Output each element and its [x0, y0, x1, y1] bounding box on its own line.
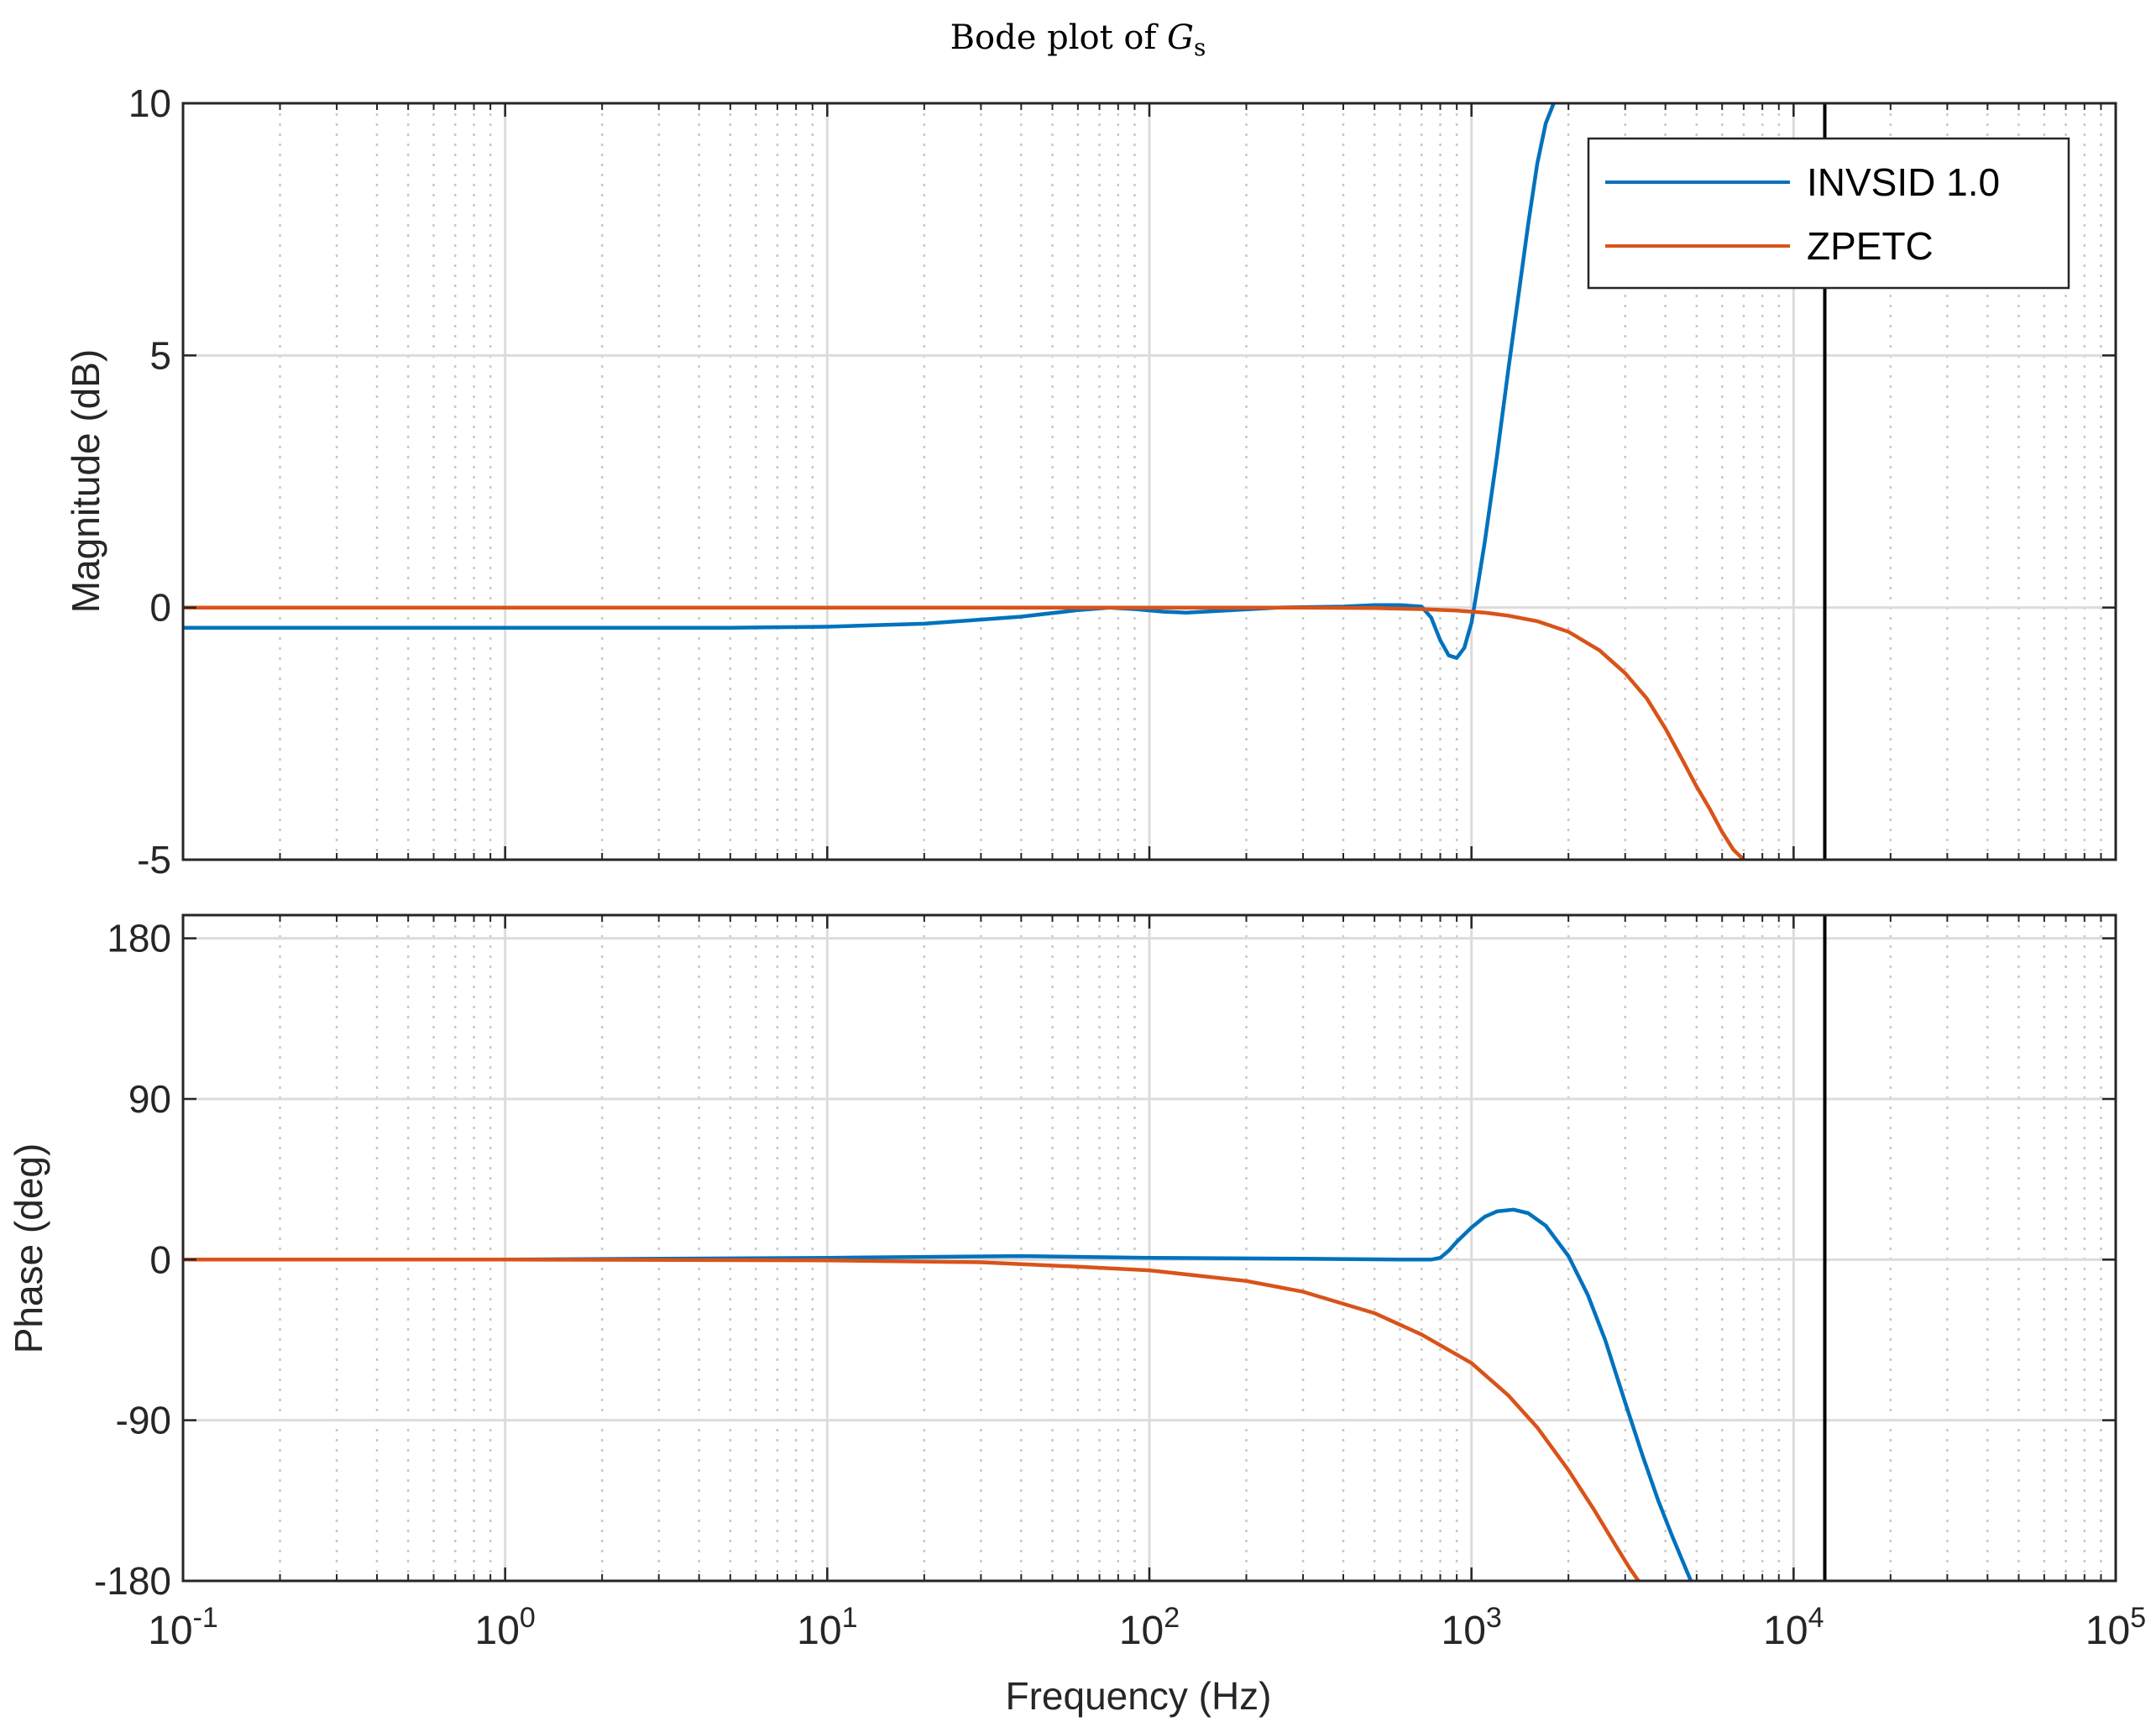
- x-tick-label: 101: [797, 1602, 857, 1653]
- y-tick-label: 0: [149, 586, 171, 630]
- x-tick-label: 105: [2085, 1602, 2146, 1653]
- x-tick-label: 102: [1119, 1602, 1180, 1653]
- magnitude-lines: [183, 103, 1746, 860]
- x-tick-labels: 10-1 100 101 102 103 104 105: [148, 1602, 2146, 1653]
- x-axis-label: Frequency (Hz): [1006, 1674, 1272, 1718]
- x-tick-label: 10-1: [148, 1602, 218, 1653]
- phase-y-axis-label: Phase (deg): [7, 1143, 50, 1354]
- legend-label-invsid: INVSID 1.0: [1807, 160, 2000, 204]
- magnitude-ticks: -5 0 5 10: [128, 81, 2117, 882]
- phase-data-region: [183, 1207, 1693, 1581]
- x-tick-label: 104: [1763, 1602, 1824, 1653]
- legend: INVSID 1.0 ZPETC: [1587, 137, 2070, 290]
- phase-ticks: -180 -90 0 90 180: [94, 915, 2117, 1603]
- phase-panel: -180 -90 0 90 180 Phase (deg): [7, 913, 2117, 1603]
- magnitude-panel: -5 0 5 10 Magnitude (dB) INVSID 1.0 ZPETC: [64, 81, 2117, 882]
- y-tick-label: 0: [149, 1238, 171, 1281]
- chart-title: Bode plot of Gs: [950, 18, 1206, 61]
- y-tick-label: -180: [94, 1559, 171, 1603]
- legend-box: [1587, 137, 2070, 290]
- y-tick-label: 10: [128, 81, 171, 125]
- y-tick-label: 180: [107, 917, 171, 960]
- x-tick-label: 100: [475, 1602, 536, 1653]
- series-line-invsid-1-0: [183, 1207, 1693, 1581]
- series-line-zpetc: [183, 1258, 1641, 1581]
- y-tick-label: 90: [128, 1077, 171, 1121]
- magnitude-y-axis-label: Magnitude (dB): [64, 349, 107, 614]
- x-tick-label: 103: [1442, 1602, 1502, 1653]
- legend-label-zpetc: ZPETC: [1807, 224, 1934, 268]
- y-tick-label: 5: [149, 333, 171, 377]
- series-line-zpetc: [183, 605, 1746, 860]
- phase-lines: [183, 1207, 1693, 1581]
- y-tick-label: -90: [116, 1399, 171, 1442]
- series-line-invsid-1-0: [183, 103, 1556, 660]
- y-tick-label: -5: [137, 838, 171, 882]
- magnitude-data-region: [183, 103, 1746, 860]
